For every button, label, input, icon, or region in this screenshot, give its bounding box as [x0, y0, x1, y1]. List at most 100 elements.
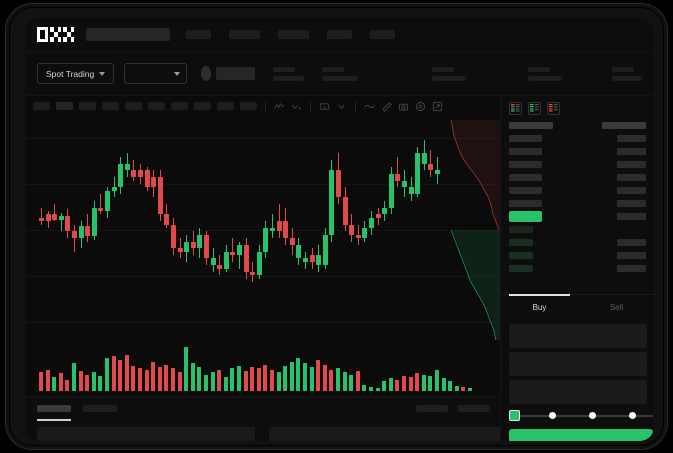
volume-bar [362, 384, 367, 391]
indicators-icon[interactable] [274, 101, 285, 112]
volume-bar [415, 373, 420, 391]
candlestick-series [25, 116, 500, 301]
camera-icon[interactable] [398, 101, 409, 112]
volume-bar [243, 370, 248, 391]
orderbook-asks-icon[interactable] [547, 102, 560, 115]
orderbook-ask-row[interactable] [509, 160, 646, 168]
tab-buy-label: Buy [532, 303, 547, 312]
timeframe-button[interactable] [79, 102, 96, 110]
nav-item-more[interactable] [370, 30, 395, 39]
okx-logo[interactable] [37, 27, 74, 42]
timeframe-button[interactable] [171, 102, 188, 110]
alert-icon[interactable]: α [319, 101, 330, 112]
line-chart-icon[interactable] [364, 101, 375, 112]
volume-bar [144, 369, 149, 391]
orderbook-both-icon[interactable] [509, 102, 522, 115]
search-input[interactable] [86, 28, 170, 41]
ruler-icon[interactable] [381, 101, 392, 112]
volume-bar [39, 372, 43, 391]
volume-bar [177, 372, 182, 391]
timeframe-button[interactable] [194, 102, 211, 110]
volume-bar [382, 380, 387, 391]
volume-bar [190, 363, 195, 391]
volume-bar [441, 378, 446, 391]
chart-type-icon[interactable] [336, 101, 347, 112]
chart-gridline [25, 322, 500, 323]
device-screen: Spot Trading [25, 18, 654, 441]
timeframe-button[interactable] [102, 102, 119, 110]
nav-item-earn[interactable] [327, 30, 352, 39]
trading-pair-select[interactable] [124, 63, 188, 84]
orderbook-ask-row[interactable] [509, 173, 646, 181]
volume-bar [369, 387, 373, 391]
top-navigation-bar [25, 18, 654, 52]
chart-gridline [25, 230, 500, 231]
nav-item-derivatives[interactable] [278, 30, 309, 39]
orderbook-depth-overlay [449, 118, 501, 346]
volume-bar [164, 364, 169, 391]
device-frame: Spot Trading [6, 4, 667, 449]
nav-item-trade[interactable] [229, 30, 260, 39]
slider-handle[interactable] [509, 410, 520, 421]
volume-bar [468, 387, 472, 391]
active-tab-underline [37, 419, 71, 421]
tab-sell[interactable]: Sell [578, 295, 654, 320]
order-amount-input[interactable] [509, 352, 647, 376]
volume-bar [336, 368, 340, 391]
volume-bar [131, 365, 136, 391]
timeframe-button[interactable] [148, 102, 165, 110]
compare-icon[interactable] [291, 101, 302, 112]
price-chart[interactable] [25, 116, 500, 396]
volume-bar [210, 372, 215, 391]
fullscreen-icon[interactable] [432, 101, 443, 112]
orderbook-bid-row[interactable] [509, 225, 646, 233]
toolbar-divider [355, 100, 356, 112]
last-price-value [215, 67, 256, 80]
timeframe-button[interactable] [125, 102, 142, 110]
timeframe-button[interactable] [56, 102, 73, 110]
tab-open-orders[interactable] [37, 405, 71, 412]
timeframe-button[interactable] [33, 102, 50, 110]
orderbook-bid-row[interactable] [509, 238, 646, 246]
volume-bar [52, 377, 57, 391]
market-stat [432, 66, 467, 81]
tab-order-history[interactable] [83, 405, 117, 412]
orderbook-ask-row[interactable] [509, 147, 646, 155]
slider-step-50[interactable] [589, 412, 596, 419]
orderbook-ask-row[interactable] [509, 199, 646, 207]
settings-icon[interactable] [415, 101, 426, 112]
toolbar-divider [265, 100, 266, 112]
order-price-input[interactable] [509, 324, 647, 348]
volume-bar [375, 387, 380, 391]
orderbook-header-row [509, 121, 646, 129]
orderbook-bids-icon[interactable] [528, 102, 541, 115]
logo-glyph-o [37, 27, 48, 42]
orders-content [37, 427, 501, 441]
order-amount-slider[interactable] [509, 410, 653, 422]
orderbook-bid-row[interactable] [509, 251, 646, 259]
tab-buy[interactable]: Buy [501, 294, 578, 320]
nav-item-markets[interactable] [186, 30, 211, 39]
orderbook-bid-row[interactable] [509, 264, 646, 272]
orderbook-last-price-row[interactable] [509, 210, 646, 222]
orders-action-button[interactable] [416, 405, 448, 412]
chart-gridline [25, 184, 500, 185]
volume-bar [388, 378, 393, 391]
spot-trading-selector[interactable]: Spot Trading [37, 63, 115, 84]
orderbook-ask-row[interactable] [509, 134, 646, 142]
volume-bar [217, 369, 222, 391]
order-total-input[interactable] [509, 380, 647, 404]
orders-action-button[interactable] [458, 405, 490, 412]
slider-step-25[interactable] [549, 412, 556, 419]
orders-tabs [37, 405, 117, 412]
submit-buy-button[interactable] [509, 429, 653, 441]
volume-bar [256, 368, 261, 391]
volume-bar [342, 372, 347, 391]
timeframe-button[interactable] [217, 102, 234, 110]
volume-bar [65, 379, 70, 391]
slider-step-75[interactable] [629, 412, 636, 419]
volume-bar [91, 372, 96, 391]
timeframe-button[interactable] [240, 102, 257, 110]
volume-bar [355, 370, 360, 391]
orderbook-ask-row[interactable] [509, 186, 646, 194]
